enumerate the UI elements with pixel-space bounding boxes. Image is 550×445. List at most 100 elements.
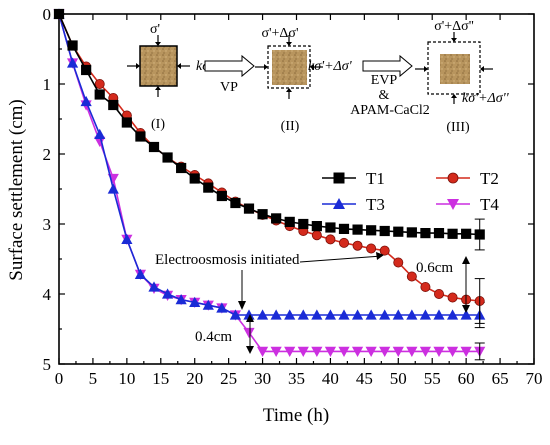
arrowhead-icon bbox=[155, 86, 161, 90]
square-marker bbox=[94, 89, 105, 100]
square-marker bbox=[420, 228, 431, 239]
triangle-down-marker bbox=[460, 346, 472, 357]
stage-2-top-stress: σ'+Δσ' bbox=[261, 26, 298, 41]
arrowhead-icon bbox=[451, 94, 457, 98]
y-tick-label: 1 bbox=[43, 75, 52, 94]
x-axis-title: Time (h) bbox=[263, 405, 329, 426]
series-t1 bbox=[53, 8, 485, 251]
series-layer bbox=[53, 8, 486, 361]
triangle-up-marker bbox=[379, 309, 391, 320]
triangle-up-marker bbox=[94, 128, 106, 139]
triangle-down-marker bbox=[297, 346, 309, 357]
square-marker bbox=[333, 172, 345, 184]
triangle-up-marker bbox=[175, 294, 187, 305]
square-marker bbox=[379, 225, 390, 237]
triangle-up-marker bbox=[148, 281, 160, 292]
x-tick-label: 15 bbox=[152, 369, 169, 388]
triangle-up-marker bbox=[107, 183, 119, 194]
triangle-up-marker bbox=[406, 309, 418, 320]
arrowhead-icon bbox=[238, 301, 246, 310]
square-marker bbox=[461, 228, 472, 239]
arrowhead-icon bbox=[462, 256, 470, 264]
circle-marker bbox=[447, 172, 459, 184]
triangle-up-marker bbox=[229, 309, 242, 320]
circle-marker bbox=[311, 230, 322, 241]
triangle-up-marker bbox=[419, 309, 432, 320]
apam-label: APAM-CaCl2 bbox=[350, 103, 430, 118]
inset-diagram: σ' kσ' (I) VP σ'+Δσ' kσ'+Δσ' (II) EVP & bbox=[127, 19, 510, 135]
triangle-up-marker bbox=[433, 309, 445, 320]
triangle-up-marker bbox=[460, 309, 472, 320]
square-marker bbox=[148, 141, 160, 153]
y-tick-label: 5 bbox=[43, 355, 52, 374]
legend-item-t4: T4 bbox=[436, 195, 499, 214]
circle-marker bbox=[406, 271, 417, 282]
x-tick-label: 0 bbox=[55, 369, 64, 388]
square-marker bbox=[216, 190, 227, 202]
series-line-t4 bbox=[58, 13, 480, 353]
square-marker bbox=[393, 226, 404, 237]
stage-3-label: (III) bbox=[446, 120, 470, 135]
soil-block-stage-3 bbox=[440, 54, 470, 84]
triangle-down-marker bbox=[447, 199, 459, 210]
circle-marker bbox=[420, 281, 431, 292]
arrowhead-icon bbox=[155, 42, 161, 46]
square-marker bbox=[203, 182, 214, 193]
stage-2-label: (II) bbox=[281, 119, 300, 134]
square-marker bbox=[325, 222, 336, 233]
triangle-down-marker bbox=[365, 346, 377, 357]
triangle-up-marker bbox=[311, 309, 323, 320]
x-tick-label: 35 bbox=[288, 369, 305, 388]
stage-3-top-stress: σ'+Δσ'' bbox=[434, 19, 474, 34]
triangle-down-marker bbox=[311, 346, 323, 357]
square-marker bbox=[135, 131, 146, 142]
legend-label: T4 bbox=[480, 195, 499, 214]
dim-04-label: 0.4cm bbox=[195, 329, 232, 345]
triangle-down-marker bbox=[446, 346, 459, 357]
electroosmosis-leader-line-2 bbox=[299, 255, 383, 263]
triangle-up-marker bbox=[216, 302, 228, 313]
triangle-up-marker bbox=[324, 309, 337, 320]
triangle-up-marker bbox=[161, 288, 174, 299]
x-tick-label: 20 bbox=[186, 369, 203, 388]
legend: T1 T2 T3 T4 bbox=[322, 169, 499, 214]
triangle-down-marker bbox=[433, 346, 445, 357]
square-marker bbox=[311, 221, 322, 232]
triangle-down-marker bbox=[284, 346, 296, 357]
circle-marker bbox=[338, 237, 349, 248]
square-marker bbox=[67, 40, 78, 51]
x-tick-label: 10 bbox=[118, 369, 135, 388]
arrowhead-icon bbox=[136, 63, 140, 69]
arrowhead-icon bbox=[462, 305, 470, 313]
triangle-up-marker bbox=[338, 309, 350, 320]
triangle-up-marker bbox=[284, 309, 296, 320]
triangle-up-marker bbox=[333, 198, 345, 209]
arrowhead-icon bbox=[376, 252, 384, 260]
arrowhead-icon bbox=[246, 314, 254, 322]
arrowhead-icon bbox=[424, 66, 428, 72]
dim-06-label: 0.6cm bbox=[416, 260, 453, 276]
circle-marker bbox=[366, 243, 377, 254]
triangle-up-marker bbox=[66, 57, 79, 68]
triangle-down-marker bbox=[270, 346, 282, 357]
legend-label: T1 bbox=[366, 169, 385, 188]
square-marker bbox=[53, 8, 65, 20]
hollow-arrow-icon bbox=[362, 54, 413, 78]
arrowhead-icon bbox=[286, 42, 292, 46]
triangle-up-marker bbox=[365, 309, 377, 320]
y-tick-label: 2 bbox=[43, 145, 52, 164]
series-t3 bbox=[53, 8, 486, 329]
legend-label: T2 bbox=[480, 169, 499, 188]
triangle-up-marker bbox=[189, 296, 201, 307]
arrowhead-icon bbox=[480, 66, 484, 72]
series-t2 bbox=[54, 8, 485, 324]
triangle-down-marker bbox=[324, 346, 337, 357]
circle-marker bbox=[447, 292, 458, 303]
circle-marker bbox=[433, 288, 444, 299]
y-tick-label: 4 bbox=[43, 285, 52, 304]
triangle-down-marker bbox=[243, 327, 255, 339]
circle-marker bbox=[325, 234, 336, 245]
x-tick-label: 40 bbox=[322, 369, 339, 388]
